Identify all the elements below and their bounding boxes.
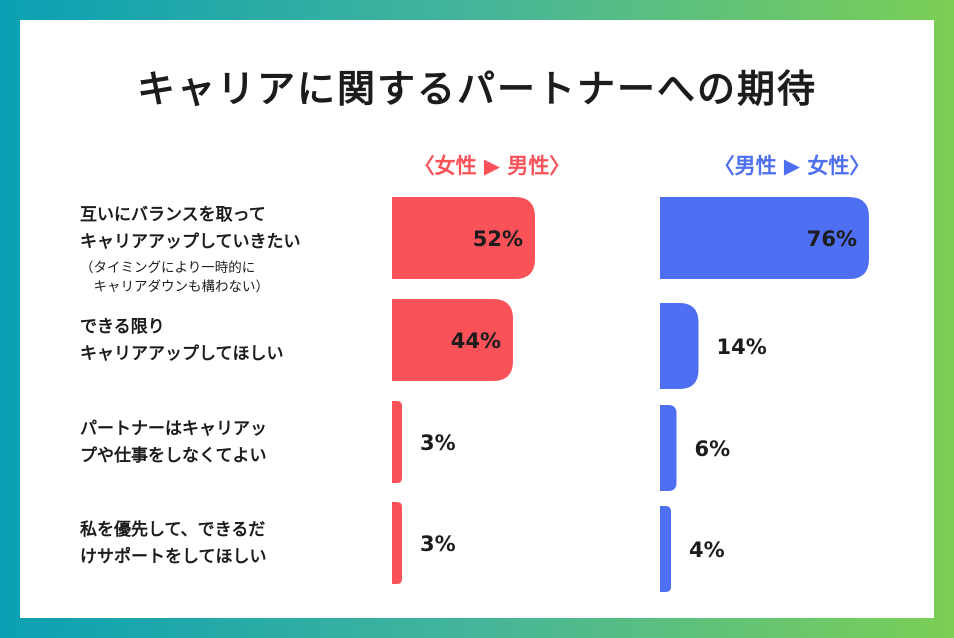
bar-men-0	[660, 197, 869, 279]
series-header-women-to-men: 〈女性 ▶ 男性〉	[413, 154, 571, 178]
value-label-women-3: 3%	[420, 532, 456, 556]
series-header-men-to-women: 〈男性 ▶ 女性〉	[713, 154, 871, 178]
chart-title: キャリアに関するパートナーへの期待	[136, 67, 817, 111]
bar-women-0	[392, 197, 535, 279]
bar-men-1	[660, 303, 699, 389]
value-label-women-2: 3%	[420, 431, 456, 455]
value-label-men-3: 4%	[689, 538, 725, 562]
bar-women-3	[392, 502, 402, 584]
bar-men-2	[660, 405, 677, 491]
value-label-women-1: 44%	[451, 329, 501, 353]
bar-men-3	[660, 506, 671, 592]
category-label-career-up: できる限り キャリアアップしてほしい	[80, 317, 284, 364]
value-label-men-0: 76%	[807, 227, 857, 251]
value-label-women-0: 52%	[473, 227, 523, 251]
category-note-balance: （タイミングにより一時的に キャリアダウンも構わない）	[80, 260, 269, 295]
category-label-no-work: パートナーはキャリアッ プや仕事をしなくてよい	[80, 419, 267, 466]
bar-women-1	[392, 299, 513, 381]
category-label-balance: 互いにバランスを取って キャリアアップしていきたい	[80, 205, 301, 252]
value-label-men-2: 6%	[695, 437, 731, 461]
value-label-men-1: 14%	[717, 335, 767, 359]
bar-women-2	[392, 401, 402, 483]
category-label-support-me: 私を優先して、できるだ けサポートをしてほしい	[80, 520, 267, 567]
